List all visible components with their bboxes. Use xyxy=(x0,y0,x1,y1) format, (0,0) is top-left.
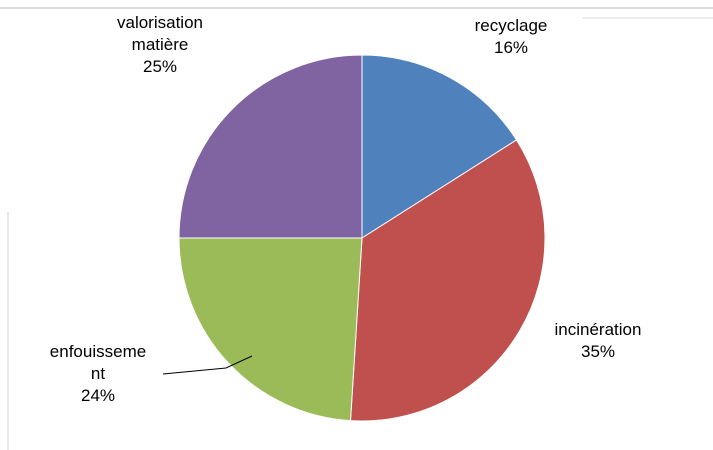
slice-name-3: nt xyxy=(91,364,105,383)
pie-slice-1 xyxy=(361,54,518,239)
slice-percent-4: 25% xyxy=(143,57,177,76)
leader-line-3 xyxy=(162,355,253,375)
slice-name-4: matière xyxy=(132,35,189,54)
slice-name-4: valorisation xyxy=(117,13,203,32)
slice-percent-1: 16% xyxy=(494,38,528,57)
pie-slice-3 xyxy=(178,237,363,422)
slice-label-3: enfouisseme nt 24% xyxy=(50,342,146,405)
slice-label-4: valorisation matière 25% xyxy=(117,13,203,76)
pie-slices xyxy=(178,54,546,422)
slice-name-2: incinération xyxy=(555,320,642,339)
slice-label-1: recyclage 16% xyxy=(475,16,548,57)
leader-lines xyxy=(162,355,253,375)
pie-slice-4 xyxy=(178,54,363,239)
slice-label-2: incinération 35% xyxy=(555,320,642,361)
slice-labels: recyclage 16% incinération 35% enfouisseme nt… xyxy=(50,13,642,405)
pie-slice-2 xyxy=(349,139,546,422)
slice-percent-2: 35% xyxy=(581,342,615,361)
slice-name-3: enfouisseme xyxy=(50,342,146,361)
slice-percent-3: 24% xyxy=(81,386,115,405)
slice-name-1: recyclage xyxy=(475,16,548,35)
